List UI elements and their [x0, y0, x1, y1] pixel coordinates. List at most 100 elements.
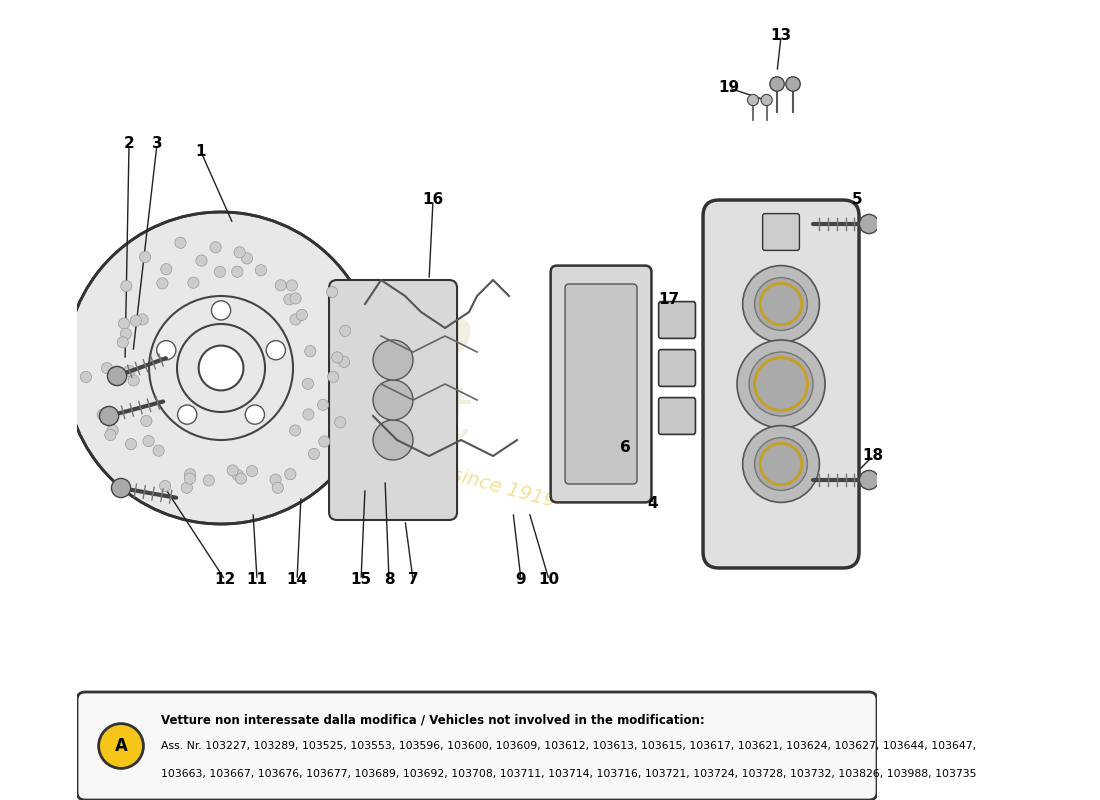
Circle shape: [160, 481, 170, 492]
Circle shape: [742, 426, 820, 502]
Circle shape: [747, 94, 759, 106]
Circle shape: [111, 478, 131, 498]
Text: 5: 5: [851, 193, 862, 207]
FancyBboxPatch shape: [659, 398, 695, 434]
Text: 13: 13: [770, 29, 792, 43]
Circle shape: [214, 266, 225, 278]
Text: Ass. Nr. 103227, 103289, 103525, 103553, 103596, 103600, 103609, 103612, 103613,: Ass. Nr. 103227, 103289, 103525, 103553,…: [161, 741, 976, 751]
Text: 12: 12: [214, 573, 235, 587]
Circle shape: [97, 409, 108, 420]
Circle shape: [157, 278, 168, 289]
Text: 9: 9: [516, 573, 526, 587]
Text: 7: 7: [408, 573, 418, 587]
Circle shape: [275, 280, 286, 291]
Circle shape: [755, 278, 807, 330]
Circle shape: [65, 212, 377, 524]
Circle shape: [255, 265, 266, 276]
Circle shape: [246, 466, 257, 477]
Circle shape: [318, 399, 329, 410]
Circle shape: [99, 723, 143, 768]
Circle shape: [128, 375, 140, 386]
Circle shape: [185, 473, 196, 484]
Circle shape: [742, 266, 820, 342]
Text: 2: 2: [123, 137, 134, 151]
Circle shape: [196, 255, 207, 266]
Text: 103663, 103667, 103676, 103677, 103689, 103692, 103708, 103711, 103714, 103716, : 103663, 103667, 103676, 103677, 103689, …: [161, 770, 977, 779]
Circle shape: [241, 253, 253, 264]
Circle shape: [232, 266, 243, 278]
Circle shape: [161, 264, 172, 275]
Circle shape: [120, 328, 132, 339]
Circle shape: [107, 425, 119, 436]
Text: 4: 4: [648, 497, 658, 511]
Circle shape: [761, 94, 772, 106]
Text: 10: 10: [539, 573, 560, 587]
Circle shape: [290, 314, 301, 325]
Circle shape: [121, 281, 132, 292]
Circle shape: [859, 214, 879, 234]
Text: 11: 11: [246, 573, 267, 587]
Text: Vetture non interessate dalla modifica / Vehicles not involved in the modificati: Vetture non interessate dalla modifica /…: [161, 714, 705, 726]
Circle shape: [119, 318, 130, 329]
FancyBboxPatch shape: [703, 200, 859, 568]
FancyBboxPatch shape: [565, 284, 637, 484]
Circle shape: [234, 246, 245, 258]
Circle shape: [124, 366, 135, 377]
FancyBboxPatch shape: [551, 266, 651, 502]
FancyArrow shape: [773, 313, 845, 367]
Circle shape: [334, 417, 345, 428]
Text: euro
dixit: euro dixit: [288, 299, 473, 453]
Text: 8: 8: [384, 573, 394, 587]
Text: 19: 19: [718, 81, 739, 95]
Circle shape: [130, 315, 142, 326]
Circle shape: [199, 346, 243, 390]
Circle shape: [296, 310, 308, 321]
Circle shape: [737, 340, 825, 428]
Circle shape: [99, 406, 119, 426]
Text: 17: 17: [659, 293, 680, 307]
Circle shape: [153, 445, 164, 456]
Circle shape: [285, 469, 296, 480]
Text: 14: 14: [286, 573, 308, 587]
Circle shape: [104, 430, 116, 441]
Circle shape: [859, 470, 879, 490]
Circle shape: [235, 473, 246, 484]
Text: 3: 3: [152, 137, 163, 151]
Text: A: A: [114, 737, 128, 755]
Circle shape: [210, 242, 221, 253]
Text: 18: 18: [862, 449, 883, 463]
Circle shape: [80, 371, 91, 382]
Circle shape: [204, 475, 214, 486]
Circle shape: [177, 405, 197, 424]
Circle shape: [185, 469, 196, 480]
Circle shape: [308, 448, 320, 459]
Circle shape: [125, 438, 136, 450]
Circle shape: [339, 356, 350, 367]
Circle shape: [373, 380, 412, 420]
Circle shape: [755, 438, 807, 490]
FancyBboxPatch shape: [77, 692, 877, 800]
Text: 1: 1: [196, 145, 207, 159]
FancyBboxPatch shape: [762, 214, 800, 250]
Circle shape: [289, 425, 300, 436]
Circle shape: [227, 465, 239, 476]
Circle shape: [328, 371, 339, 382]
Circle shape: [749, 352, 813, 416]
FancyBboxPatch shape: [659, 302, 695, 338]
Circle shape: [182, 482, 192, 494]
Circle shape: [319, 436, 330, 447]
Circle shape: [140, 251, 151, 262]
Circle shape: [232, 470, 243, 481]
Circle shape: [305, 346, 316, 357]
Circle shape: [332, 352, 343, 363]
Circle shape: [156, 341, 176, 360]
Circle shape: [273, 482, 284, 494]
Circle shape: [770, 77, 784, 91]
Circle shape: [143, 435, 154, 446]
Circle shape: [373, 420, 412, 460]
Circle shape: [290, 293, 301, 304]
Circle shape: [108, 366, 126, 386]
Text: 6: 6: [619, 441, 630, 455]
Circle shape: [245, 405, 264, 424]
Circle shape: [101, 362, 112, 374]
